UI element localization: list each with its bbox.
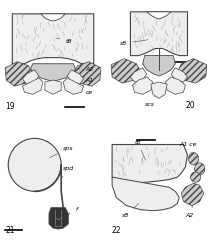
Ellipse shape bbox=[188, 153, 199, 165]
Polygon shape bbox=[73, 62, 101, 86]
Text: 19: 19 bbox=[5, 102, 15, 111]
Polygon shape bbox=[41, 14, 65, 21]
Polygon shape bbox=[171, 68, 187, 82]
Text: A1: A1 bbox=[78, 77, 94, 83]
Polygon shape bbox=[130, 68, 147, 82]
Polygon shape bbox=[5, 62, 33, 86]
Text: scs: scs bbox=[145, 93, 158, 107]
Polygon shape bbox=[111, 59, 141, 83]
Polygon shape bbox=[49, 208, 68, 229]
Polygon shape bbox=[143, 56, 175, 76]
Text: t8: t8 bbox=[56, 38, 72, 44]
Polygon shape bbox=[177, 59, 207, 83]
Text: s8: s8 bbox=[122, 203, 139, 218]
Polygon shape bbox=[22, 78, 43, 94]
Text: 22: 22 bbox=[111, 226, 121, 235]
Text: A1 ce: A1 ce bbox=[179, 142, 197, 164]
Ellipse shape bbox=[195, 163, 205, 175]
Polygon shape bbox=[63, 78, 84, 94]
Ellipse shape bbox=[191, 172, 201, 182]
Text: spd: spd bbox=[61, 166, 74, 179]
Polygon shape bbox=[130, 12, 187, 56]
Polygon shape bbox=[132, 77, 153, 94]
Text: ce: ce bbox=[76, 90, 93, 95]
Polygon shape bbox=[147, 12, 171, 19]
Polygon shape bbox=[31, 64, 75, 81]
Text: s8: s8 bbox=[120, 40, 148, 46]
Polygon shape bbox=[181, 183, 204, 206]
Polygon shape bbox=[112, 144, 187, 183]
Polygon shape bbox=[67, 70, 84, 84]
Text: 20: 20 bbox=[186, 101, 195, 110]
Polygon shape bbox=[22, 70, 39, 84]
Polygon shape bbox=[112, 177, 179, 211]
Polygon shape bbox=[12, 14, 94, 64]
Text: A2: A2 bbox=[77, 67, 94, 72]
Text: t8: t8 bbox=[135, 140, 146, 160]
Polygon shape bbox=[151, 82, 167, 98]
Text: sps: sps bbox=[49, 146, 74, 158]
Circle shape bbox=[8, 138, 61, 191]
Polygon shape bbox=[45, 80, 61, 94]
Polygon shape bbox=[165, 77, 186, 94]
Text: A2: A2 bbox=[186, 198, 195, 218]
Text: f: f bbox=[64, 207, 78, 217]
Text: 21: 21 bbox=[5, 226, 15, 235]
